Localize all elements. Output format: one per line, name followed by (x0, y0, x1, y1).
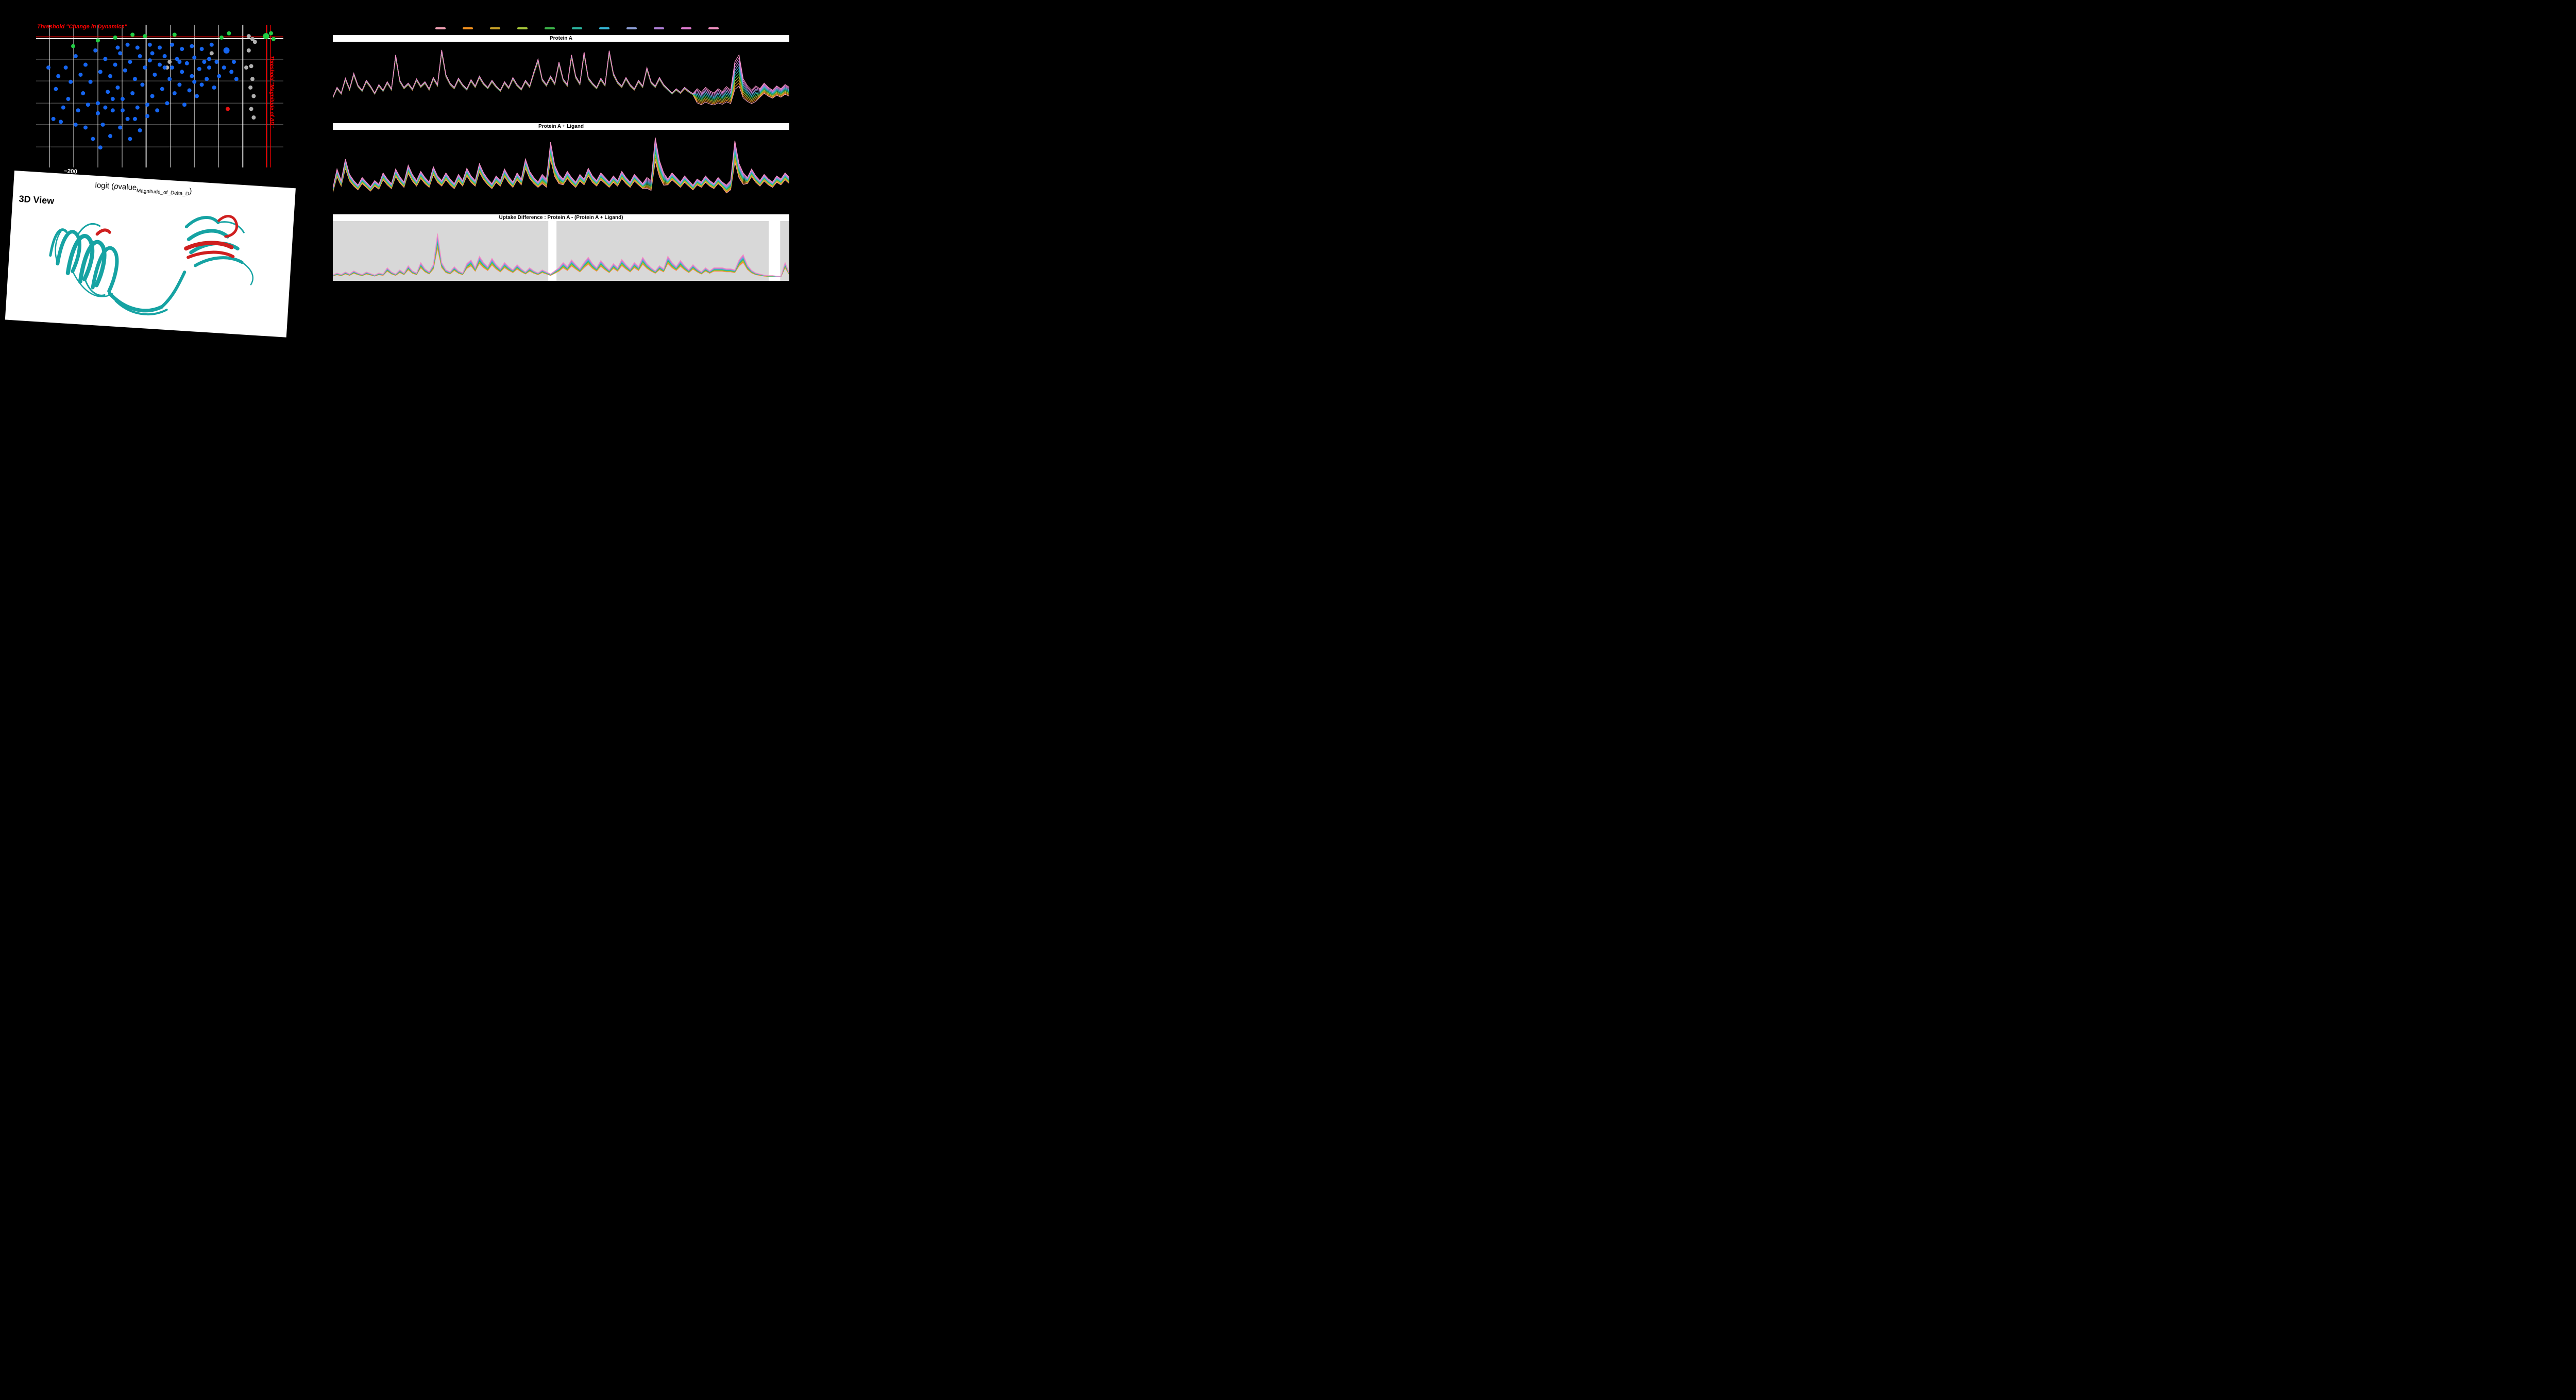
legend-swatch (654, 27, 664, 29)
legend-swatch (435, 27, 446, 29)
timepoint-legend (435, 27, 719, 29)
volcano-plot[interactable]: Threshold "Change in Dynamics" Threshold… (36, 24, 283, 167)
threshold-dynamics-label: Threshold "Change in Dynamics" (37, 24, 127, 30)
x-axis-tick-label: −200 (63, 168, 78, 175)
panel-title-protein-a: Protein A (333, 35, 789, 42)
legend-swatch (681, 27, 691, 29)
legend-swatch (517, 27, 528, 29)
app-canvas: { "volcano": { "threshold_top_label": "T… (0, 0, 808, 338)
protein-ribbon-graphic[interactable] (5, 171, 296, 338)
uptake-plot-protein-a-ligand[interactable] (333, 130, 789, 214)
legend-swatch (626, 27, 637, 29)
legend-swatch (708, 27, 719, 29)
panel-title-protein-a-ligand: Protein A + Ligand (333, 123, 789, 130)
3d-view-window[interactable]: logit (pvalueMagnitude_of_Delta_D) 3D Vi… (5, 171, 296, 338)
uptake-difference-plot[interactable] (333, 221, 789, 281)
uptake-plot-protein-a[interactable] (333, 42, 789, 120)
panel-title-uptake-difference: Uptake Difference : Protein A - (Protein… (333, 214, 789, 221)
legend-swatch (463, 27, 473, 29)
legend-swatch (490, 27, 500, 29)
legend-swatch (572, 27, 582, 29)
threshold-magnitude-label: Threshold "Magnitude of ΔD" (269, 56, 275, 128)
legend-swatch (599, 27, 609, 29)
legend-swatch (545, 27, 555, 29)
